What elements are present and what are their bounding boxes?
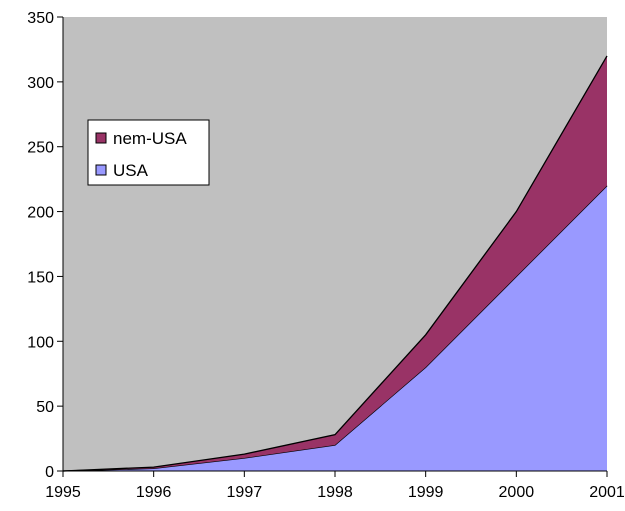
legend-swatch-usa — [95, 164, 107, 176]
x-tick-label: 2000 — [499, 484, 535, 501]
x-tick-label: 1997 — [227, 484, 263, 501]
y-tick-label: 300 — [27, 75, 54, 92]
y-tick-label: 100 — [27, 334, 54, 351]
line-nem-usa — [62, 55, 608, 472]
legend-label-usa: USA — [113, 161, 149, 180]
y-tick-label: 50 — [36, 399, 54, 416]
area-nem-usa — [63, 55, 607, 472]
tick-labels: 0 50 100 150 200 250 300 350 1995 1996 1997 1998 199… — [27, 10, 625, 501]
series-areas — [62, 55, 608, 472]
legend: nem-USA USA — [87, 119, 210, 186]
y-tick-label: 150 — [27, 269, 54, 286]
x-tick-label: 2001 — [589, 484, 625, 501]
x-tick-label: 1998 — [317, 484, 353, 501]
y-tick-label: 250 — [27, 140, 54, 157]
area-usa — [63, 185, 607, 471]
y-tick-label: 0 — [45, 464, 54, 481]
x-tick-label: 1996 — [136, 484, 172, 501]
x-tick-label: 1995 — [45, 484, 81, 501]
legend-box — [87, 119, 210, 186]
legend-swatch-nem-usa — [95, 132, 107, 144]
x-tick-label: 1999 — [408, 484, 444, 501]
axes — [57, 16, 608, 477]
legend-label-nem-usa: nem-USA — [113, 129, 187, 148]
y-tick-label: 350 — [27, 10, 54, 27]
y-tick-label: 200 — [27, 205, 54, 222]
